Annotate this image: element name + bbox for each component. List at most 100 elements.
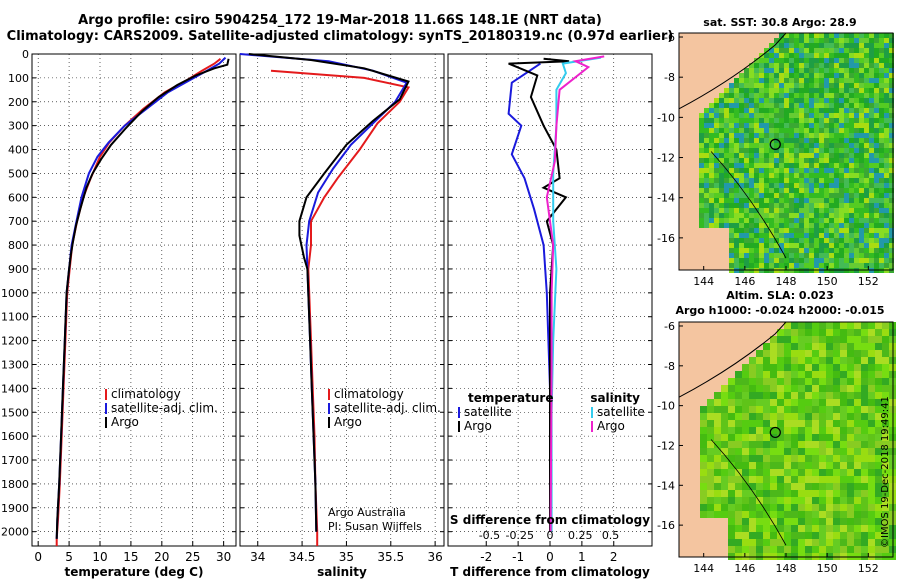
legend-label: Argo: [597, 419, 625, 433]
y-tick-label: 400: [8, 144, 29, 157]
s-tick-label: 0: [547, 529, 554, 542]
y-tick-label: 300: [8, 120, 29, 133]
map-x-tick-label: 150: [817, 562, 838, 575]
legend-label: satellite-adj. clim.: [111, 401, 218, 415]
x-tick-label: 0: [34, 550, 42, 564]
credit-line-1: Argo Australia: [328, 506, 406, 519]
x-axis-label: temperature (deg C): [65, 565, 204, 579]
legend-swatch: [105, 403, 107, 414]
s-tick-label: 0.25: [568, 529, 593, 542]
x-tick-label: 35: [339, 550, 354, 564]
sla-map-title-2: Argo h1000: -0.024 h2000: -0.015: [675, 304, 885, 317]
legend-swatch: [328, 403, 330, 414]
x-tick-label: 15: [123, 550, 138, 564]
sla-map-title-1: Altim. SLA: 0.023: [726, 289, 834, 302]
y-tick-label: 1600: [1, 430, 29, 443]
map-y-tick-label: -8: [664, 360, 675, 373]
imos-timestamp: ©IMOS 19-Dec-2018 19:49:41: [880, 396, 891, 548]
map-y-tick-label: -14: [657, 479, 675, 492]
map-y-tick-label: -12: [657, 439, 675, 452]
y-tick-label: 1900: [1, 502, 29, 515]
map-y-tick-label: -10: [657, 111, 675, 124]
y-tick-label: 1300: [1, 358, 29, 371]
x-tick-label: 1: [578, 550, 586, 564]
map-x-tick-label: 152: [858, 562, 879, 575]
map-x-tick-label: 144: [693, 275, 714, 288]
legend-title-salinity: salinity: [590, 391, 640, 405]
y-tick-label: 1400: [1, 382, 29, 395]
map-x-tick-label: 146: [734, 275, 755, 288]
legend-title-temperature: temperature: [468, 391, 553, 405]
x-tick-label: -2: [480, 550, 492, 564]
map-y-tick-label: -10: [657, 400, 675, 413]
x2-axis-label: S difference from climatology: [450, 513, 650, 527]
x-tick-label: -1: [512, 550, 524, 564]
x-tick-label: 0: [546, 550, 554, 564]
s-tick-label: 0.5: [602, 529, 620, 542]
legend-label: climatology: [334, 387, 404, 401]
sst-float-marker: [769, 138, 781, 150]
map-y-tick-label: -16: [657, 232, 675, 245]
y-tick-label: 0: [22, 48, 29, 61]
s-tick-label: -0.5: [479, 529, 500, 542]
x-tick-label: 35.5: [377, 550, 404, 564]
title-line-1: Argo profile: csiro 5904254_172 19-Mar-2…: [78, 13, 602, 28]
legend-swatch: [105, 417, 107, 428]
series-line-argo: [248, 53, 410, 532]
y-tick-label: 1500: [1, 406, 29, 419]
legend-label: climatology: [111, 387, 181, 401]
y-tick-label: 2000: [1, 526, 29, 539]
x-tick-label: 36: [427, 550, 442, 564]
x-tick-label: 34.5: [289, 550, 316, 564]
map-x-tick-label: 150: [817, 275, 838, 288]
s-tick-label: -0.25: [505, 529, 533, 542]
y-tick-label: 700: [8, 215, 29, 228]
y-tick-label: 1800: [1, 478, 29, 491]
sla-float-marker: [769, 426, 781, 439]
legend-swatch: [591, 407, 593, 418]
sla-coastline: [678, 321, 787, 398]
x-axis-label: salinity: [317, 565, 367, 579]
legend-label: Argo: [334, 415, 362, 429]
y-tick-label: 800: [8, 239, 29, 252]
y-tick-label: 500: [8, 167, 29, 180]
x-tick-label: 20: [154, 550, 169, 564]
x-tick-label: 25: [185, 550, 200, 564]
sst-isobath: [710, 151, 787, 259]
map-x-tick-label: 148: [776, 275, 797, 288]
credit-line-2: PI: Susan Wijffels: [328, 520, 422, 533]
plot-frame-salinity-profile: [239, 53, 445, 547]
y-tick-label: 100: [8, 72, 29, 85]
series-line-s-argo: [545, 55, 605, 532]
legend-swatch: [105, 389, 107, 400]
y-tick-label: 600: [8, 191, 29, 204]
title-line-2: Climatology: CARS2009. Satellite-adjuste…: [6, 29, 674, 44]
legend-label: Argo: [111, 415, 139, 429]
legend-swatch: [328, 389, 330, 400]
sst-map-title: sat. SST: 30.8 Argo: 28.9: [703, 16, 857, 29]
legend-label: Argo: [464, 419, 492, 433]
x-tick-label: 10: [92, 550, 107, 564]
legend-label: satellite: [464, 405, 512, 419]
x-tick-label: 34: [250, 550, 265, 564]
x-tick-label: 5: [65, 550, 73, 564]
map-y-tick-label: -6: [664, 320, 675, 333]
legend-swatch: [458, 421, 460, 432]
x-tick-label: 30: [216, 550, 231, 564]
map-y-tick-label: -12: [657, 152, 675, 165]
plot-frame-temperature-profile: [31, 53, 237, 547]
y-tick-label: 1200: [1, 335, 29, 348]
legend-label: satellite-adj. clim.: [334, 401, 441, 415]
map-x-tick-label: 144: [693, 562, 714, 575]
map-x-tick-label: 148: [776, 562, 797, 575]
map-y-tick-label: -16: [657, 519, 675, 532]
sst-coastline: [678, 32, 787, 110]
sst-map: [678, 32, 894, 273]
map-y-tick-label: -8: [664, 71, 675, 84]
y-tick-label: 1000: [1, 287, 29, 300]
sla-map: [678, 321, 896, 560]
y-tick-label: 200: [8, 96, 29, 109]
series-line-s-satellite: [550, 56, 602, 532]
map-y-tick-label: -14: [657, 192, 675, 205]
legend-swatch: [591, 421, 593, 432]
